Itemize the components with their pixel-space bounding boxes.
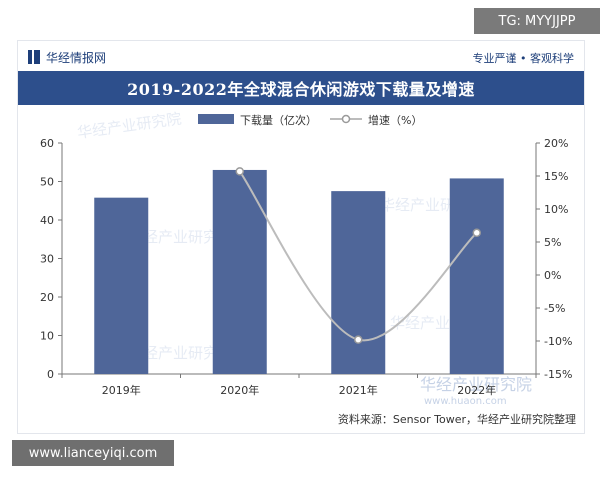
watermark-text: 华经产业研究院 xyxy=(76,110,182,142)
y-left-tick-label: 0 xyxy=(47,368,54,381)
legend-bar-swatch xyxy=(198,114,234,124)
y-right-tick-label: 15% xyxy=(544,170,568,183)
watermark-text: 华经产业研究院 xyxy=(128,344,233,362)
watermark-text: 华经产业研究院 xyxy=(420,375,532,394)
x-tick-label: 2019年 xyxy=(102,383,141,397)
y-right-tick-label: 10% xyxy=(544,203,568,216)
y-left-tick-label: 10 xyxy=(40,330,54,343)
chart-title: 2019-2022年全球混合休闲游戏下载量及增速 xyxy=(18,71,584,105)
legend-line-marker xyxy=(341,114,351,124)
y-left-tick-label: 50 xyxy=(40,176,54,189)
growth-point xyxy=(472,228,481,238)
bar xyxy=(331,191,386,374)
y-left-tick-label: 40 xyxy=(40,214,54,227)
x-tick-label: 2022年 xyxy=(457,383,496,397)
website-watermark: www.lianceyiqi.com xyxy=(12,440,174,466)
overlay-tag: TG: MYYJJPP xyxy=(474,8,600,34)
chart-source: 资料来源：Sensor Tower，华经产业研究院整理 xyxy=(337,413,576,426)
bar xyxy=(449,178,504,374)
brand: 华经情报网 xyxy=(28,49,106,65)
watermark-url: www.huaon.com xyxy=(424,396,507,407)
y-right-tick-label: -15% xyxy=(544,368,572,381)
x-tick-label: 2021年 xyxy=(339,383,378,397)
bar xyxy=(94,197,149,374)
y-right-tick-label: -5% xyxy=(544,302,565,315)
growth-point xyxy=(235,167,244,176)
y-right-tick-label: -10% xyxy=(544,335,572,348)
brand-slogan: 专业严谨 • 客观科学 xyxy=(472,52,574,65)
x-tick-label: 2020年 xyxy=(220,383,259,397)
legend-bar-label: 下载量（亿次） xyxy=(240,113,317,127)
y-left-tick-label: 20 xyxy=(40,291,54,304)
brand-name: 华经情报网 xyxy=(46,50,107,65)
y-right-tick-label: 5% xyxy=(544,236,561,249)
y-left-tick-label: 60 xyxy=(40,137,54,150)
y-right-tick-label: 0% xyxy=(544,269,561,282)
growth-point xyxy=(354,335,363,344)
y-left-tick-label: 30 xyxy=(40,253,54,266)
watermark-text: 华经产业研究院 xyxy=(128,228,233,246)
brand-bar: 华经情报网 专业严谨 • 客观科学 xyxy=(18,41,584,71)
brand-logo-icon xyxy=(28,50,40,64)
legend-line-label: 增速（%） xyxy=(368,113,422,127)
y-right-tick-label: 20% xyxy=(544,137,568,150)
bar xyxy=(212,169,267,374)
